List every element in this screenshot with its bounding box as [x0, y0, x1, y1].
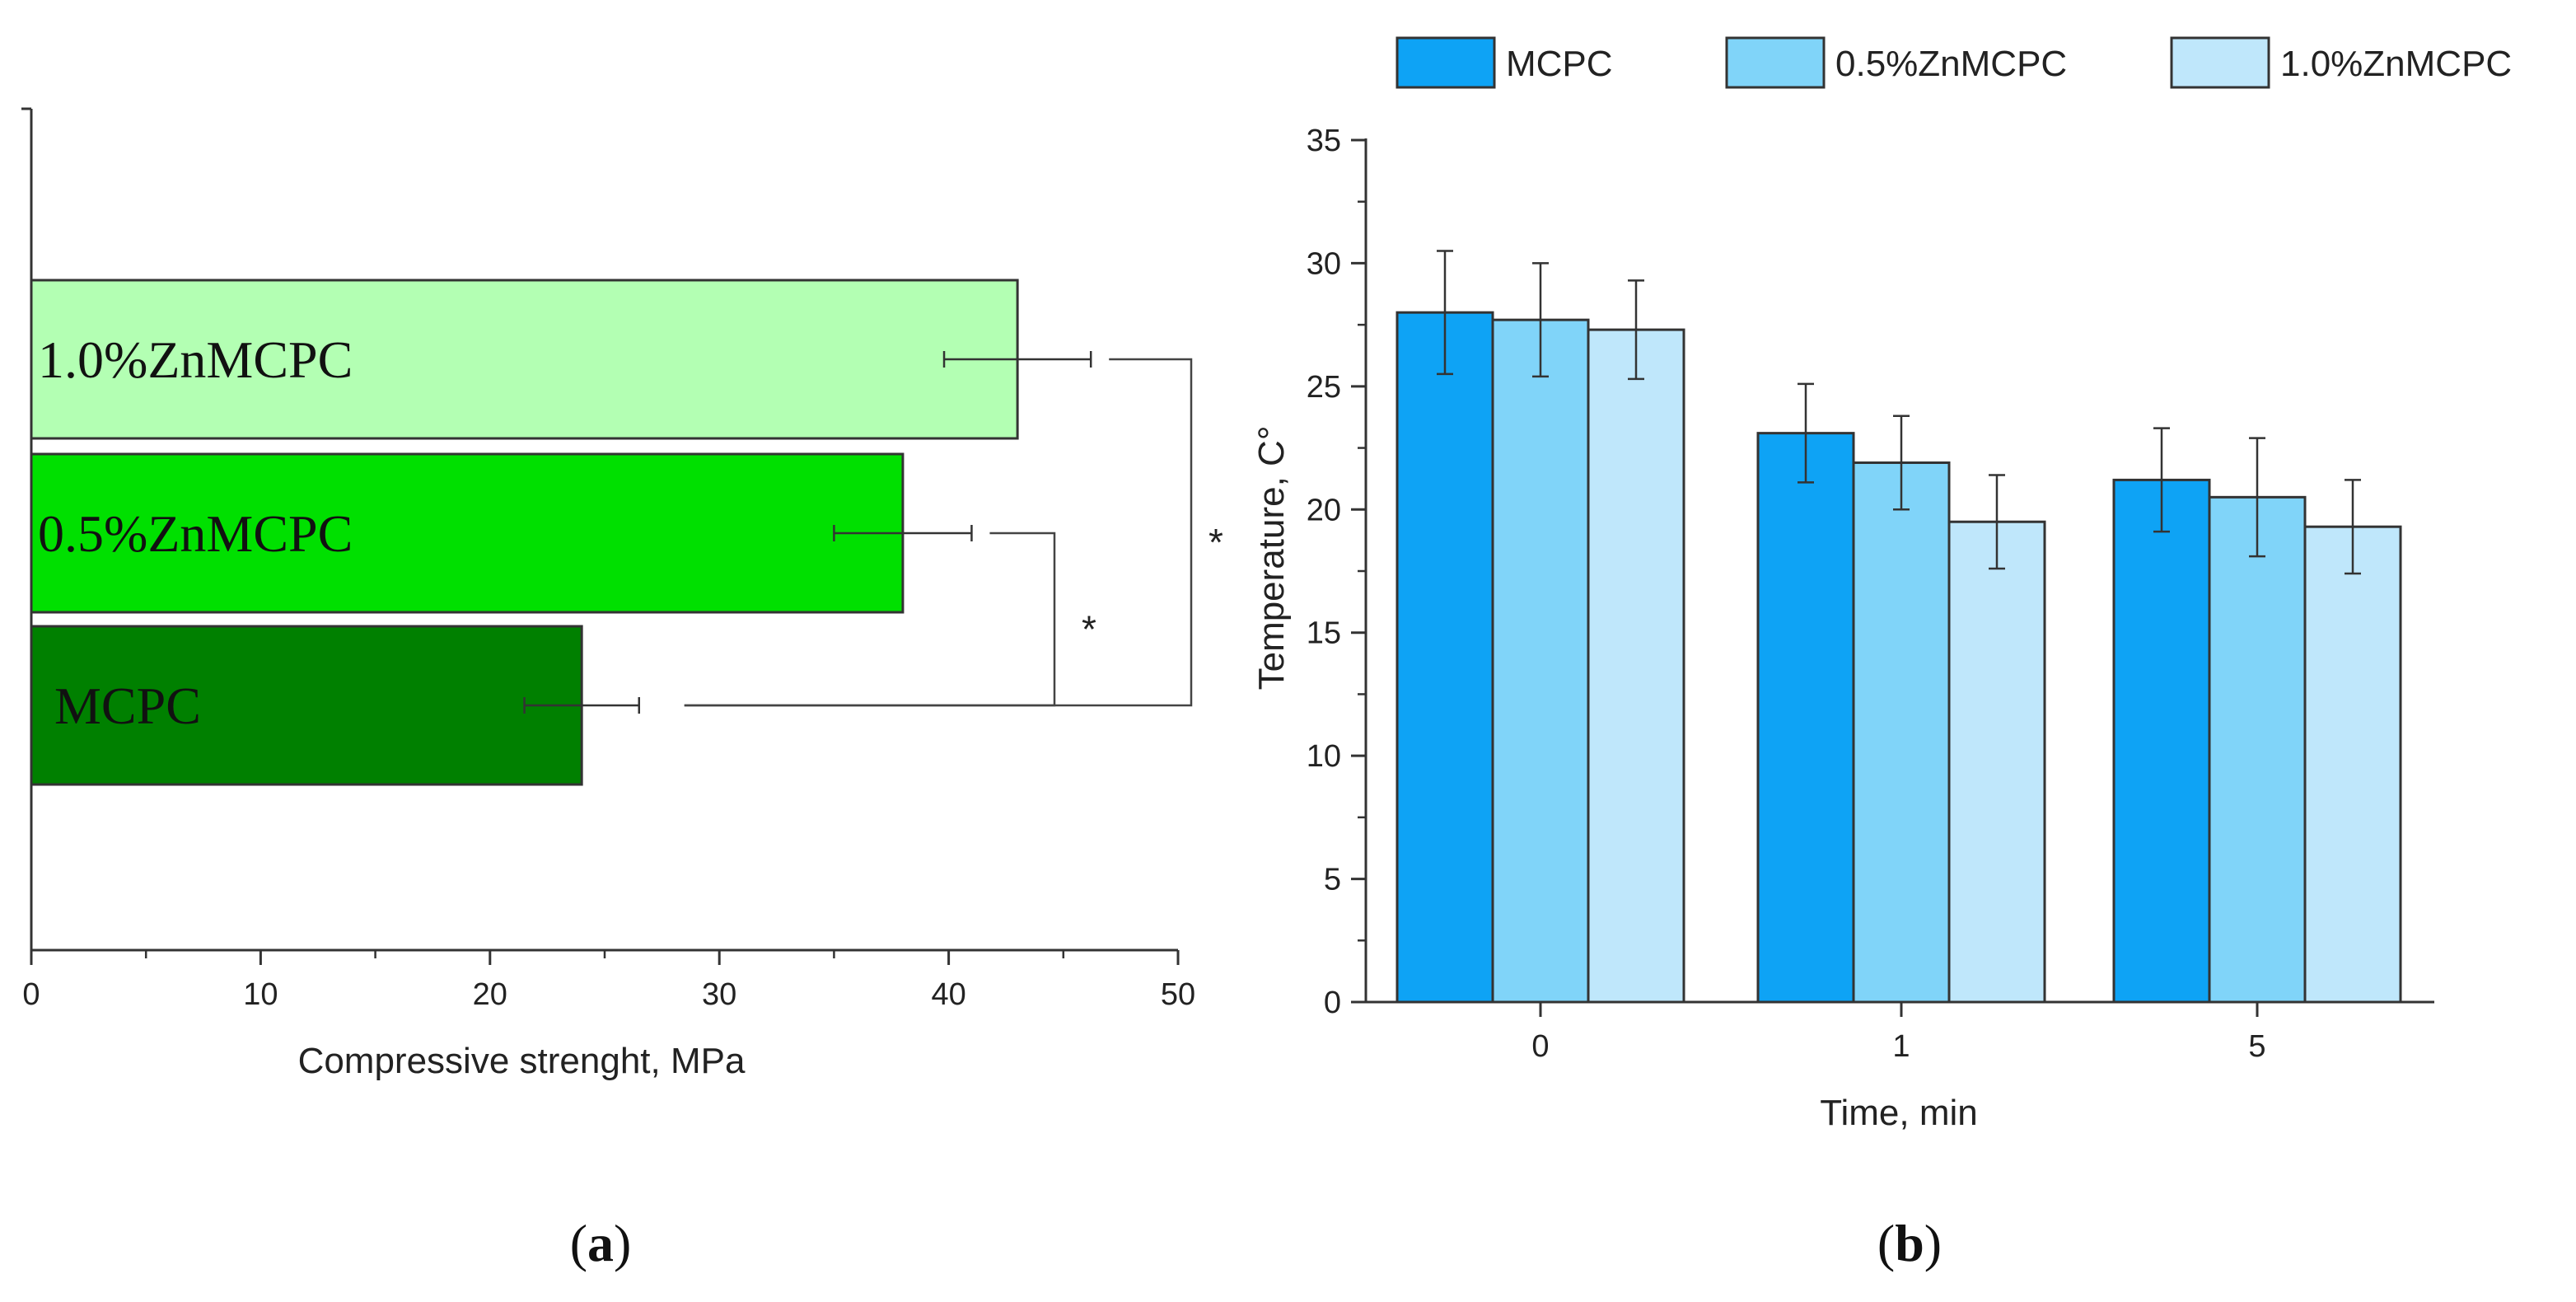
a-bar-mcpc — [30, 625, 583, 786]
b-y-tick-label-0: 0 — [1324, 986, 1341, 1020]
panel-b-label: (b) — [1877, 1214, 1942, 1272]
b-bar-0-5-znmcpc-t5 — [2208, 495, 2307, 1004]
a-bar-label-mcpc: MCPC — [54, 677, 201, 735]
b-bar-mcpc-t5 — [2112, 478, 2211, 1004]
a-bar-0-5-znmcpc — [30, 452, 905, 614]
b-x-tick-label-5: 5 — [2248, 1029, 2265, 1064]
b-bar-0-5-znmcpc-t0 — [1491, 318, 1590, 1004]
chart-b-temperature: MCPC 0.5%ZnMCPC 1.0%ZnMCPC 05101520253035 … — [1251, 36, 2512, 1272]
b-x-ticks: 0 1 5 — [1531, 1002, 2266, 1064]
b-y-tick-label-35: 35 — [1307, 124, 1341, 158]
a-significance-brackets: ** — [684, 358, 1223, 707]
b-legend-label-1-0-znmcpc: 1.0%ZnMCPC — [2280, 44, 2512, 84]
b-error-bars — [1437, 250, 2361, 575]
b-x-axis-title: Time, min — [1820, 1093, 1978, 1133]
b-bars — [1396, 311, 2402, 1004]
b-legend-label-mcpc: MCPC — [1506, 44, 1613, 84]
b-y-tick-label-30: 30 — [1307, 246, 1341, 281]
a-bars — [30, 279, 1019, 786]
a-bar-labels: MCPC 0.5%ZnMCPC 1.0%ZnMCPC — [38, 330, 353, 735]
b-y-axis-title: Temperature, C° — [1251, 426, 1292, 691]
a-x-tick-label-10: 10 — [243, 977, 278, 1012]
b-legend-swatch-1-0-znmcpc — [2170, 36, 2270, 89]
b-x-tick-label-0: 0 — [1531, 1029, 1549, 1064]
a-bar-1-0-znmcpc — [30, 279, 1019, 440]
b-y-ticks: 0 5 10 15 20 25 30 35 — [1307, 124, 1366, 1020]
a-x-tick-label-40: 40 — [931, 977, 965, 1012]
a-x-ticks: 0 10 20 30 40 50 — [22, 950, 1195, 1012]
a-significance-star-0-5-znmcpc: * — [1082, 608, 1096, 651]
a-bar-label-1-0-znmcpc: 1.0%ZnMCPC — [38, 330, 353, 389]
a-significance-star-1-0-znmcpc: * — [1209, 521, 1223, 564]
b-legend-swatch-0-5-znmcpc — [1725, 36, 1826, 89]
b-y-tick-label-20: 20 — [1307, 493, 1341, 527]
b-bar-1-0-znmcpc-t5 — [2303, 525, 2402, 1004]
a-x-tick-label-50: 50 — [1161, 977, 1195, 1012]
panel-a-label: (a) — [570, 1214, 632, 1272]
b-bar-mcpc-t0 — [1396, 311, 1494, 1004]
b-legend-label-0-5-znmcpc: 0.5%ZnMCPC — [1835, 44, 2067, 84]
a-x-tick-label-20: 20 — [473, 977, 507, 1012]
b-legend: MCPC 0.5%ZnMCPC 1.0%ZnMCPC — [1396, 36, 2512, 89]
b-bar-mcpc-t1 — [1756, 432, 1855, 1004]
b-y-tick-label-25: 25 — [1307, 370, 1341, 405]
b-y-tick-label-15: 15 — [1307, 616, 1341, 651]
b-y-tick-label-5: 5 — [1324, 863, 1341, 897]
b-bar-1-0-znmcpc-t0 — [1587, 328, 1685, 1004]
b-bar-1-0-znmcpc-t1 — [1947, 520, 2046, 1004]
a-bar-label-0-5-znmcpc: 0.5%ZnMCPC — [38, 504, 353, 563]
a-x-tick-label-0: 0 — [22, 977, 40, 1012]
b-legend-swatch-mcpc — [1396, 36, 1496, 89]
a-significance-bracket-1-0-znmcpc — [684, 358, 1193, 707]
a-x-tick-label-30: 30 — [702, 977, 736, 1012]
a-error-bars — [523, 351, 1092, 714]
a-x-axis-title: Compressive strenght, MPa — [298, 1041, 746, 1081]
b-bar-0-5-znmcpc-t1 — [1852, 461, 1951, 1004]
b-x-tick-label-1: 1 — [1892, 1029, 1910, 1064]
b-y-tick-label-10: 10 — [1307, 739, 1341, 774]
